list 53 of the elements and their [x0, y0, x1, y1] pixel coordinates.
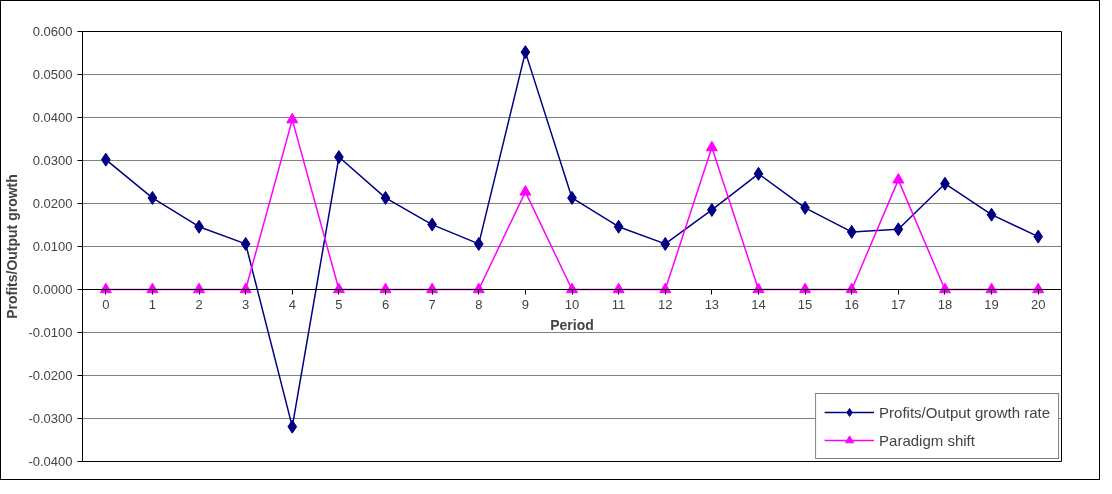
x-tick-label: 2: [195, 296, 203, 312]
x-tick-label: 20: [1030, 296, 1046, 312]
x-tick-label: 11: [611, 296, 626, 312]
point: [753, 166, 764, 181]
point: [846, 224, 857, 239]
y-tick-label: 0.0200: [32, 196, 73, 211]
x-tick-label: 17: [891, 296, 906, 312]
x-tick-label: 15: [797, 296, 813, 312]
x-tick-label: 4: [288, 296, 296, 312]
x-tick-label: 5: [335, 296, 343, 312]
point: [613, 219, 624, 234]
x-tick-label: 3: [242, 296, 250, 312]
x-tick-label: 12: [658, 296, 673, 312]
point: [286, 112, 299, 124]
y-tick-label: 0.0000: [32, 282, 73, 297]
x-tick-label: 18: [937, 296, 953, 312]
y-tick-label: -0.0100: [28, 325, 73, 340]
point: [473, 236, 484, 251]
point: [1033, 229, 1044, 244]
y-tick-label: 0.0100: [32, 239, 73, 254]
y-tick-label: -0.0300: [28, 411, 73, 426]
x-tick-label: 9: [521, 296, 529, 312]
x-tick-label: 1: [148, 296, 157, 312]
x-tick-label: 16: [844, 296, 859, 312]
x-tick-label: 19: [984, 296, 999, 312]
y-tick-label: 0.0600: [32, 24, 73, 39]
point: [520, 45, 531, 60]
y-tick-label: -0.0200: [28, 368, 73, 383]
point: [147, 190, 158, 205]
y-tick-label: 0.0500: [32, 67, 73, 82]
x-tick-label: 7: [428, 296, 436, 312]
point: [660, 236, 671, 251]
point: [519, 185, 532, 196]
y-tick-label: 0.0400: [32, 110, 73, 125]
y-tick-label: 0.0300: [32, 153, 73, 168]
point: [705, 140, 718, 152]
y-axis-title: Profits/Output growth: [4, 174, 21, 319]
legend-label: Paradigm shift: [879, 431, 975, 449]
x-tick-label: 0: [102, 296, 110, 312]
x-tick-label: 13: [704, 296, 720, 312]
point: [240, 236, 251, 251]
point: [892, 173, 905, 184]
x-tick-label: 8: [475, 296, 483, 312]
legend-label: Profits/Output growth rate: [879, 403, 1050, 421]
x-tick-label: 6: [381, 296, 390, 312]
point: [893, 222, 904, 237]
point: [380, 190, 391, 205]
y-tick-label: -0.0400: [28, 454, 73, 469]
x-tick-label: 14: [751, 296, 766, 312]
x-axis-title: Period: [550, 316, 594, 333]
point: [100, 152, 111, 167]
x-tick-label: 10: [564, 296, 580, 312]
point: [986, 207, 997, 222]
